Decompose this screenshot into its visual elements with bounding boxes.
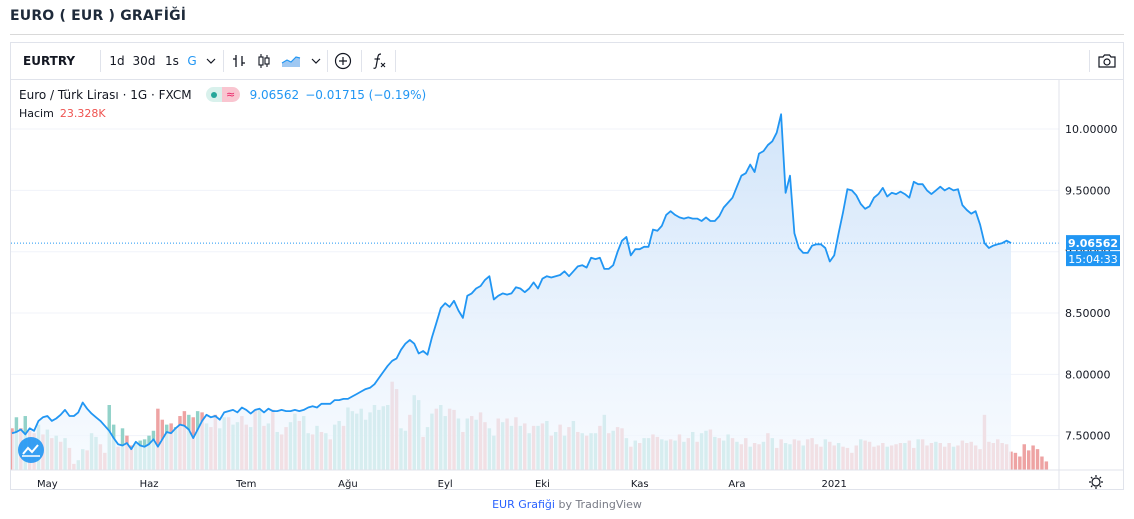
time-tick-label: Tem	[235, 479, 256, 490]
volume-value: 23.328K	[59, 107, 106, 120]
market-status-badge[interactable]: ≈	[205, 87, 240, 102]
time-tick-label: Eyl	[438, 479, 453, 490]
volume-bar	[1031, 445, 1035, 470]
last-price-tag-text: 9.06562	[1068, 237, 1118, 250]
indicators-fx-icon[interactable]	[367, 43, 391, 79]
price-chart[interactable]: 7.500008.000008.500009.000009.5000010.00…	[11, 80, 1123, 490]
time-tick-label: Ara	[728, 479, 745, 490]
time-tick-label: Eki	[535, 479, 550, 490]
volume-bar	[1018, 456, 1022, 470]
price-area-fill	[12, 114, 1011, 471]
volume-bar	[1026, 450, 1031, 470]
toolbar-divider	[223, 50, 224, 72]
volume-legend: Hacim 23.328K	[19, 107, 106, 120]
bar-style-icon[interactable]	[228, 43, 250, 79]
snapshot-camera-icon[interactable]	[1095, 43, 1119, 79]
time-tick-label: Kas	[631, 479, 649, 490]
price-tick-label: 7.50000	[1065, 430, 1111, 443]
volume-bar	[1040, 456, 1044, 470]
chart-toolbar: EURTRY 1d 30d 1s G	[11, 43, 1123, 80]
chart-widget: EURTRY 1d 30d 1s G	[10, 42, 1124, 490]
time-tick-label: 2021	[821, 479, 846, 490]
time-tick-label: May	[37, 479, 58, 490]
volume-label: Hacim	[19, 107, 54, 120]
countdown-tag-text: 15:04:33	[1068, 253, 1117, 266]
candles-style-icon[interactable]	[253, 43, 275, 79]
toolbar-divider	[361, 50, 362, 72]
footer-attribution: EUR Grafiği by TradingView	[0, 498, 1134, 511]
toolbar-divider	[327, 50, 328, 72]
market-open-icon	[205, 87, 222, 102]
title-divider	[10, 34, 1124, 35]
interval-30d-button[interactable]: 30d	[132, 54, 156, 68]
price-tick-label: 9.50000	[1065, 184, 1111, 197]
area-style-icon[interactable]	[279, 43, 303, 79]
price-tick-label: 10.00000	[1065, 123, 1118, 136]
time-tick-label: Ağu	[338, 478, 358, 490]
chevron-down-icon[interactable]	[204, 43, 218, 79]
legend-last-price: 9.06562	[249, 87, 300, 102]
chart-legend: Euro / Türk Lirası · 1G · FXCM ≈ 9.06562…	[19, 87, 426, 102]
tradingview-logo[interactable]	[18, 437, 44, 463]
interval-g-button[interactable]: G	[187, 54, 197, 68]
delayed-data-icon: ≈	[221, 87, 240, 102]
footer-brand-link[interactable]: EUR Grafiği	[492, 498, 555, 511]
volume-bar	[1022, 444, 1026, 470]
price-series-line	[11, 113, 1012, 451]
symbol-description: Euro / Türk Lirası · 1G · FXCM	[19, 87, 192, 102]
volume-bar	[1044, 461, 1049, 470]
toolbar-divider	[395, 50, 396, 72]
settings-gear-icon[interactable]	[1089, 475, 1103, 489]
legend-change: −0.01715 (−0.19%)	[305, 87, 427, 102]
chevron-down-icon[interactable]	[309, 43, 323, 79]
toolbar-divider	[1089, 50, 1090, 72]
interval-1s-button[interactable]: 1s	[165, 54, 179, 68]
add-compare-icon[interactable]	[331, 43, 355, 79]
last-price-tag	[1066, 235, 1120, 251]
interval-1d-button[interactable]: 1d	[109, 54, 125, 68]
price-tick-label: 8.50000	[1065, 307, 1111, 320]
time-tick-label: Haz	[140, 479, 159, 490]
price-tick-label: 8.00000	[1065, 368, 1111, 381]
toolbar-divider	[100, 50, 101, 72]
page-title: EURO ( EUR ) GRAFİĞİ	[10, 8, 187, 24]
countdown-tag	[1066, 251, 1120, 267]
volume-bar	[1035, 449, 1040, 470]
footer-by-text: by TradingView	[558, 498, 642, 511]
volume-bar	[156, 408, 160, 470]
volume-bar	[1013, 452, 1018, 470]
symbol-search-button[interactable]: EURTRY	[23, 54, 76, 68]
